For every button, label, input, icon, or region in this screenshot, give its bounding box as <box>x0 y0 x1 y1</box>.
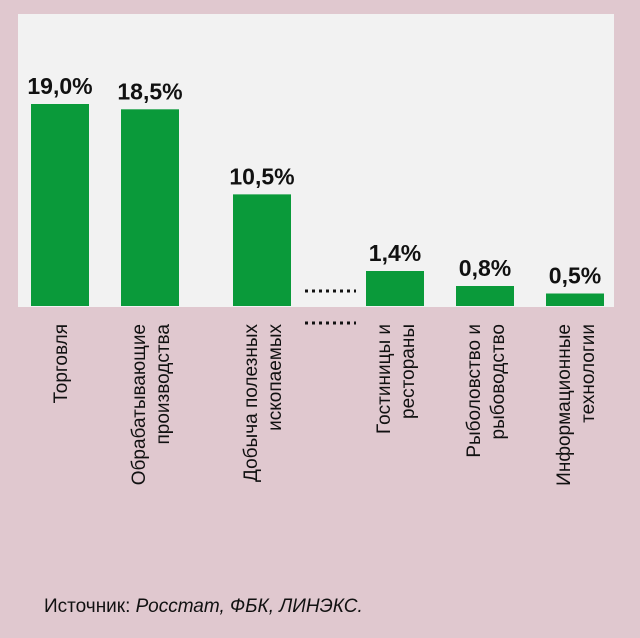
bars-group <box>31 104 604 306</box>
bar-2 <box>233 194 291 306</box>
value-label-2: 10,5% <box>229 163 294 189</box>
source-value: Росстат, ФБК, ЛИНЭКС. <box>135 596 363 617</box>
value-label-1: 18,5% <box>117 78 182 104</box>
category-label-3-1: рестораны <box>398 324 419 419</box>
value-label-0: 19,0% <box>27 73 92 99</box>
category-label-1-0: Обрабатывающие <box>129 324 150 485</box>
bar-0 <box>31 104 89 306</box>
bar-3 <box>366 271 424 306</box>
category-label-5-1: технологии <box>578 324 599 423</box>
category-label-4-1: рыбоводство <box>488 324 509 439</box>
plot-area <box>18 14 614 307</box>
category-labels-group: Торговля Обрабатывающие производства Добыча… <box>51 324 599 486</box>
category-label-1-1: производства <box>153 324 174 445</box>
category-label-2-1: ископаемых <box>265 324 286 431</box>
bar-4 <box>456 286 514 306</box>
value-label-3: 1,4% <box>369 240 421 266</box>
bar-5 <box>546 293 604 306</box>
value-label-5: 0,5% <box>549 263 601 289</box>
bar-1 <box>121 109 179 306</box>
value-label-4: 0,8% <box>459 255 511 281</box>
category-label-4-0: Рыболовство и <box>464 324 485 458</box>
source-note: Источник: Росстат, ФБК, ЛИНЭКС. <box>44 596 363 618</box>
category-label-2-0: Добыча полезных <box>241 324 262 482</box>
category-label-3-0: Гостиницы и <box>374 324 395 434</box>
value-labels-group: 19,0% 18,5% 10,5% 1,4% 0,8% 0,5% <box>27 73 601 289</box>
source-label: Источник: <box>44 596 131 617</box>
category-label-0-0: Торговля <box>51 324 72 403</box>
category-label-5-0: Информационные <box>554 324 575 486</box>
axis-break-dots <box>305 289 356 325</box>
